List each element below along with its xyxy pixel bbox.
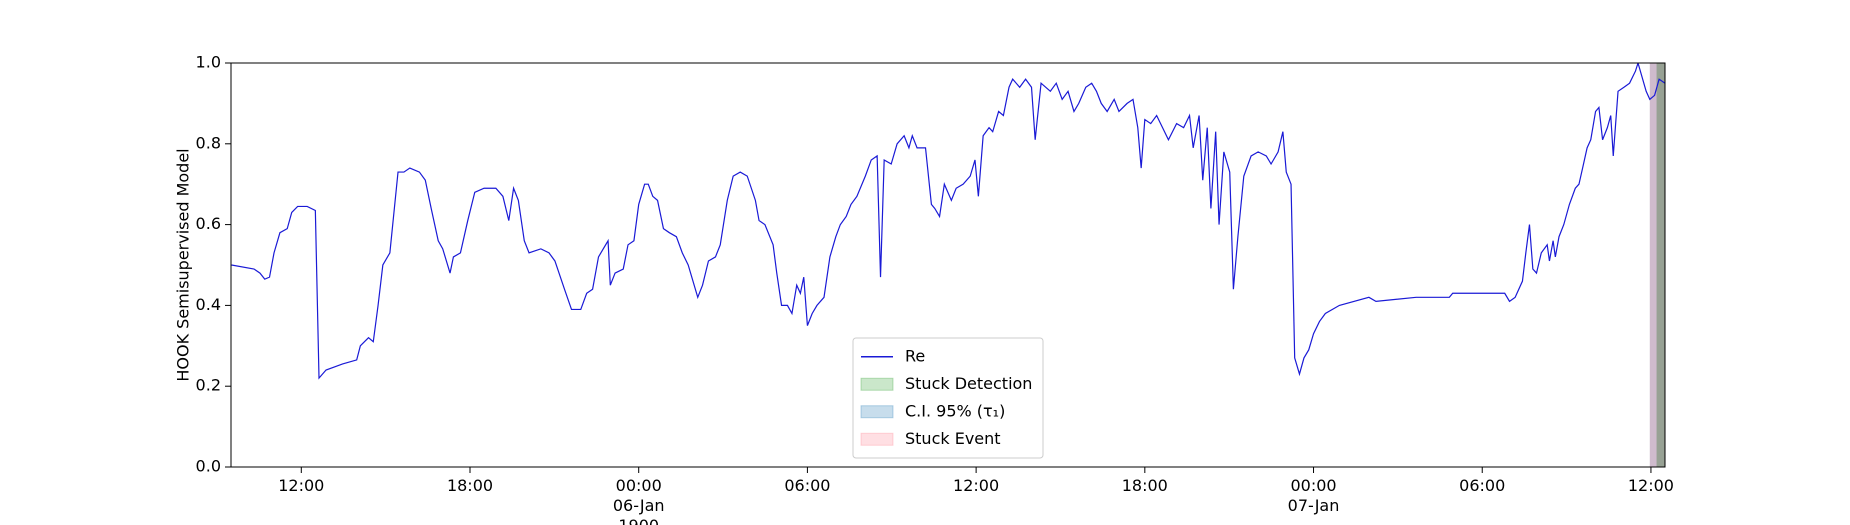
x-tick-label: 18:00 [446, 476, 494, 495]
legend-label: Stuck Detection [905, 374, 1032, 393]
legend-label: C.I. 95% (τ₁) [905, 401, 1005, 420]
x-tick-label: 12:00 [1627, 476, 1674, 495]
y-tick-label: 0.4 [196, 295, 221, 314]
axes-frame [230, 62, 1666, 468]
span-region [1649, 63, 1665, 467]
y-axis-label: HOOK Semisupervised Model [174, 148, 193, 381]
x-tick-label: 06:00 [1459, 476, 1506, 495]
legend-box [852, 337, 1044, 459]
x-tick-label: 12:00 [953, 476, 1000, 495]
legend-label: Stuck Event [905, 429, 1001, 448]
y-tick-label: 1.0 [196, 53, 221, 72]
x-tick-label: 18:00 [1121, 476, 1168, 495]
y-tick-label: 0.8 [196, 133, 221, 152]
span-region [1649, 63, 1665, 467]
span-region [1656, 63, 1665, 467]
y-tick-label: 0.6 [196, 214, 221, 233]
x-tick-label: 00:00 06-Jan 1900 [612, 476, 665, 525]
legend-patch [860, 377, 894, 391]
x-tick-label: 06:00 [784, 476, 831, 495]
legend-patch [860, 432, 894, 446]
legend-label: Re [905, 346, 925, 365]
y-tick-label: 0.2 [196, 376, 221, 395]
y-tick-label: 0.0 [196, 457, 221, 476]
data-line [231, 63, 1665, 380]
x-tick-label: 00:00 07-Jan [1287, 476, 1340, 515]
x-tick-label: 12:00 [278, 476, 325, 495]
legend: Re Stuck Detection C.I. 95% (τ₁) Stuck Even… [852, 337, 1044, 459]
legend-patch [860, 405, 894, 419]
